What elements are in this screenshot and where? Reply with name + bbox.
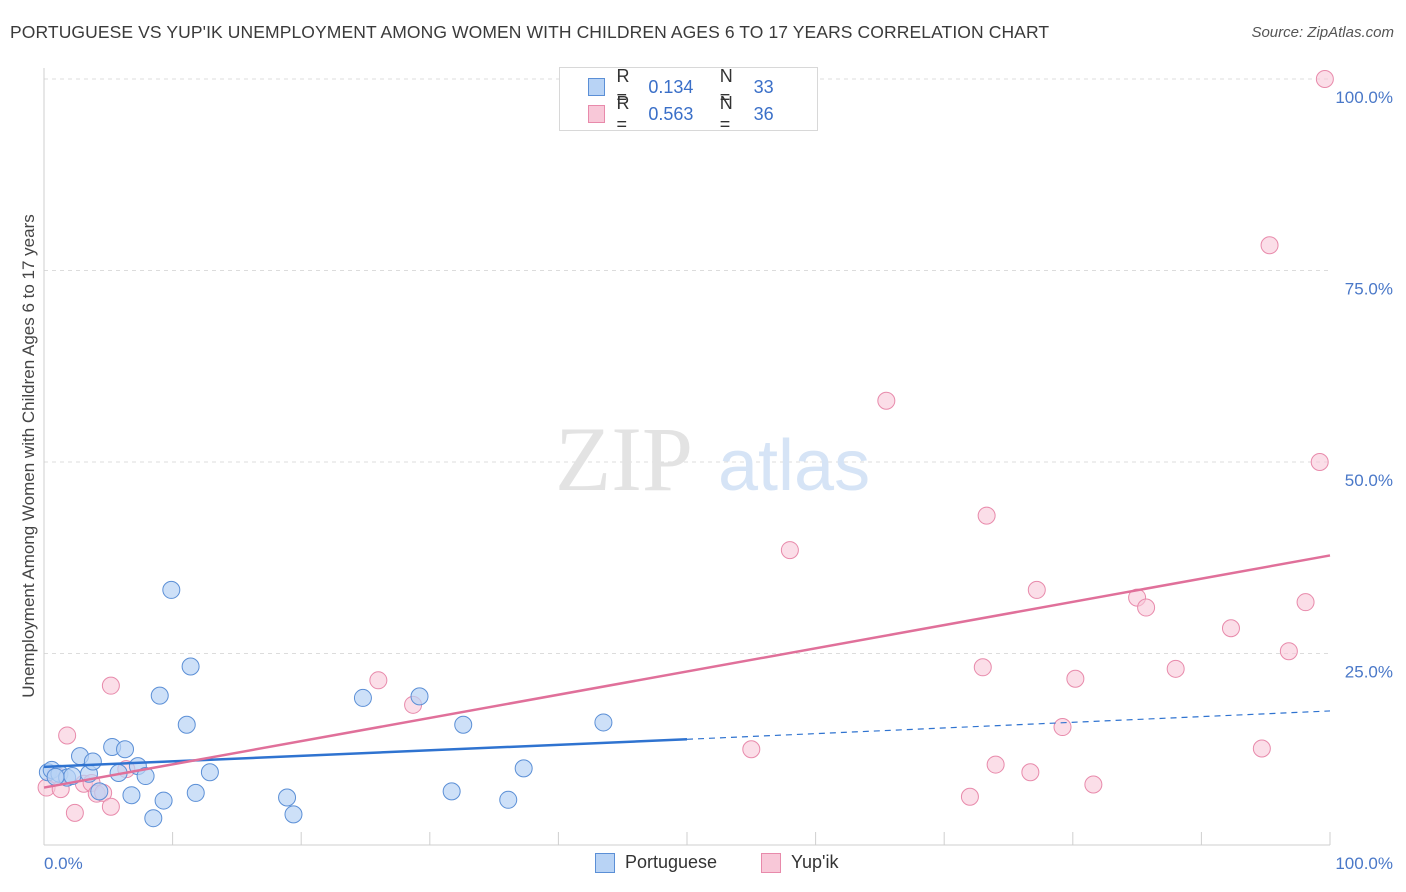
legend-row-portuguese: R = 0.134 N = 33: [560, 66, 817, 107]
legend-n-label: N =: [719, 93, 733, 134]
portuguese-point: [116, 740, 135, 759]
yupik-swatch: [588, 105, 605, 123]
yupik-point: [101, 676, 120, 695]
stats-legend: R = 0.134 N = 33 R = 0.563 N = 36: [559, 66, 818, 134]
legend-r-value: 0.134: [648, 76, 694, 97]
portuguese-point: [136, 767, 155, 786]
y-tick-label: 50.0%: [1345, 471, 1393, 490]
y-axis-label: Unemployment Among Women with Children A…: [19, 214, 38, 698]
yupik-point: [780, 541, 799, 560]
portuguese-point: [284, 805, 303, 824]
yupik-point: [369, 671, 388, 690]
portuguese-swatch: [588, 78, 605, 96]
yupik-point: [65, 803, 84, 822]
series-legend: Portuguese Yup'ik: [0, 852, 1406, 878]
watermark-zip: ZIP: [555, 408, 693, 510]
portuguese-point: [177, 715, 196, 734]
yupik-point: [1221, 619, 1240, 638]
yupik-point: [973, 658, 992, 677]
yupik-trend-line: [43, 554, 1331, 789]
yupik-swatch: [761, 852, 781, 873]
legend-n-value: 33: [753, 76, 774, 97]
legend-n-label: N =: [719, 66, 733, 107]
yupik-point: [1252, 739, 1271, 758]
y-tick-label: 75.0%: [1345, 280, 1393, 299]
portuguese-point: [514, 759, 533, 778]
portuguese-point: [410, 687, 429, 706]
portuguese-point: [150, 686, 169, 705]
legend-r-value: 0.563: [648, 103, 694, 124]
x-tick-label: 100.0%: [1335, 854, 1393, 873]
portuguese-point: [154, 791, 173, 810]
portuguese-point: [46, 767, 65, 786]
portuguese-point: [122, 786, 141, 805]
yupik-point: [1166, 659, 1185, 678]
yupik-point: [1053, 718, 1072, 737]
legend-label-portuguese: Portuguese: [625, 852, 718, 872]
y-tick-label: 25.0%: [1345, 663, 1393, 682]
legend-row-yupik: R = 0.563 N = 36: [560, 93, 817, 134]
yupik-point: [986, 755, 1005, 774]
legend-label-yupik: Yup'ik: [791, 852, 839, 872]
portuguese-point: [200, 763, 219, 782]
yupik-point: [742, 740, 761, 759]
yupik-point: [1310, 453, 1329, 471]
yupik-point: [877, 391, 896, 410]
chart-title: PORTUGUESE VS YUP'IK UNEMPLOYMENT AMONG …: [10, 22, 1050, 42]
yupik-point: [1296, 593, 1315, 612]
portuguese-trend-extension: [686, 710, 1331, 740]
yupik-point: [960, 787, 979, 806]
legend-n-value: 36: [753, 103, 774, 124]
portuguese-swatch: [595, 852, 615, 873]
portuguese-points: [38, 580, 613, 828]
legend-r-label: R =: [616, 93, 630, 134]
portuguese-point: [594, 713, 613, 732]
legend-item-portuguese: Portuguese: [595, 852, 717, 873]
portuguese-point: [278, 788, 297, 807]
portuguese-trend-line: [43, 738, 688, 769]
portuguese-point: [442, 782, 461, 801]
legend-item-yupik: Yup'ik: [761, 852, 838, 873]
portuguese-point: [499, 790, 518, 809]
yupik-point: [1279, 642, 1298, 661]
source-label: Source: ZipAtlas.com: [1251, 24, 1394, 41]
portuguese-point: [186, 783, 205, 802]
portuguese-point: [90, 782, 109, 801]
portuguese-point: [144, 809, 163, 828]
yupik-point: [977, 506, 996, 525]
grid-lines: [44, 78, 1330, 654]
watermark-atlas: atlas: [718, 426, 870, 506]
portuguese-point: [353, 688, 372, 707]
axes: [43, 68, 1331, 846]
trend-lines: [43, 554, 1331, 789]
yupik-point: [1021, 763, 1040, 782]
watermark: ZIP atlas: [555, 408, 870, 510]
yupik-point: [1315, 70, 1334, 88]
portuguese-point: [162, 580, 181, 599]
portuguese-point: [83, 752, 102, 771]
x-tick-label: 0.0%: [44, 854, 83, 873]
portuguese-point: [454, 715, 473, 734]
yupik-point: [101, 797, 120, 816]
legend-r-label: R =: [616, 66, 630, 107]
yupik-point: [1084, 775, 1103, 794]
yupik-point: [1066, 669, 1085, 688]
yupik-point: [1260, 236, 1279, 255]
yupik-point: [1137, 598, 1156, 617]
portuguese-point: [181, 657, 200, 676]
yupik-point: [58, 726, 77, 745]
yupik-point: [1027, 580, 1046, 599]
tick-labels: 25.0% 50.0% 75.0% 100.0% 0.0% 100.0%: [44, 88, 1393, 873]
y-tick-label: 100.0%: [1335, 88, 1393, 107]
